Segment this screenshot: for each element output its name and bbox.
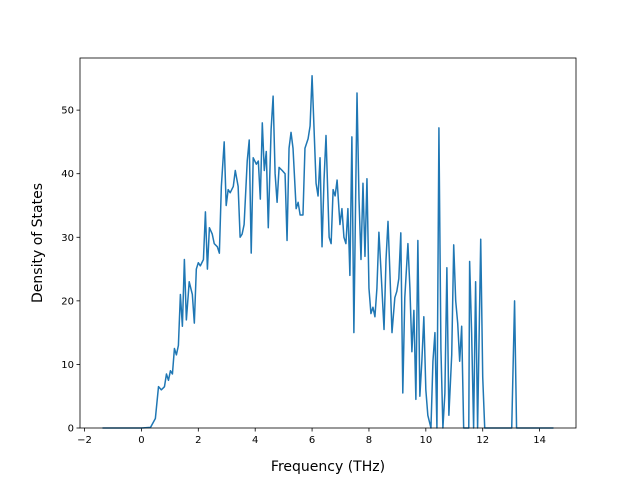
x-tick-label: 8	[366, 435, 372, 446]
x-tick-label: 14	[533, 435, 546, 446]
x-tick-label: 12	[476, 435, 489, 446]
x-tick-label: 10	[419, 435, 432, 446]
x-tick-label: 0	[138, 435, 144, 446]
x-axis-label: Frequency (THz)	[271, 459, 385, 475]
y-axis-label: Density of States	[30, 183, 46, 303]
x-tick-label: −2	[77, 435, 92, 446]
x-tick-label: 6	[309, 435, 315, 446]
line	[102, 75, 554, 429]
plot-frame	[79, 57, 577, 429]
y-tick-label: 20	[61, 296, 74, 307]
y-tick-label: 40	[61, 169, 74, 180]
y-tick-label: 50	[61, 106, 74, 117]
y-tick-label: 30	[61, 233, 74, 244]
x-tick-label: 4	[252, 435, 258, 446]
x-tick-label: 2	[195, 435, 201, 446]
y-tick-label: 10	[61, 360, 74, 371]
y-tick-label: 0	[68, 424, 74, 435]
